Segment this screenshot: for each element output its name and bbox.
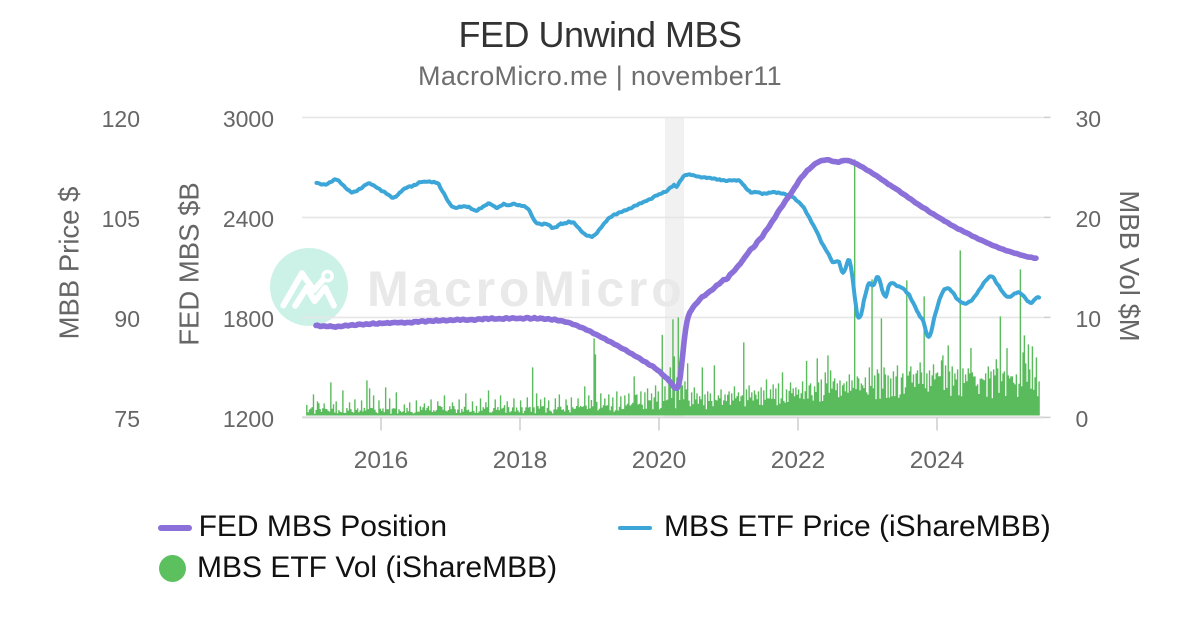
svg-text:MacroMicro: MacroMicro [367,261,686,317]
